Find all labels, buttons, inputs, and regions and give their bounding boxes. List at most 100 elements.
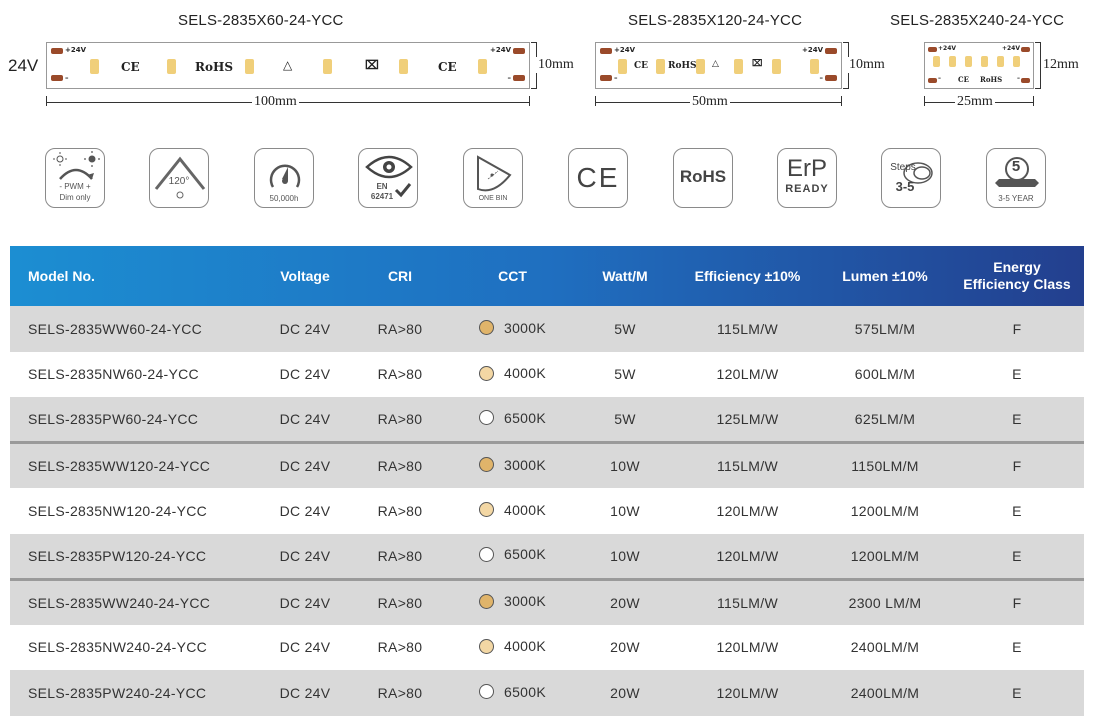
cell-voltage: DC 24V <box>279 320 331 337</box>
lifetime-label: 50,000h <box>269 194 299 203</box>
led-strip-120: +24V – +24V – CE RoHS △ ⌧ <box>595 42 842 89</box>
table-row: SELS-2835PW120-24-YCC DC 24V RA>80 6500K 10W… <box>10 533 1084 581</box>
table-row: SELS-2835PW60-24-YCC DC 24V RA>80 6500K 5W 12… <box>10 397 1084 444</box>
cell-cct: 4000K <box>450 625 575 671</box>
width-dimension: 12mm <box>1041 57 1081 73</box>
rohs-label: RoHS <box>679 167 727 186</box>
positive-pad-label: +24V <box>1001 45 1020 52</box>
cct-value: 6500K <box>504 409 546 426</box>
cell-energy-class: E <box>950 533 1084 581</box>
beam-angle-icon: 120° <box>149 148 209 208</box>
cell-voltage: DC 24V <box>279 684 331 701</box>
cell-efficiency: 115LM/W <box>717 594 778 611</box>
cell-cri: RA>80 <box>377 502 423 519</box>
cell-voltage: DC 24V <box>279 594 331 611</box>
warranty-icon: 5 3-5 YEAR <box>986 148 1046 208</box>
cell-cri: RA>80 <box>350 397 450 444</box>
positive-pad <box>825 48 837 54</box>
cell-watt: 20W <box>610 639 640 656</box>
pwm-dimming-icon: - PWM + Dim only <box>45 148 105 208</box>
led-chip <box>618 59 627 74</box>
width-bracket <box>1035 42 1041 89</box>
positive-pad <box>51 48 63 54</box>
rohs-mark: RoHS <box>668 61 697 71</box>
cct-color-dot <box>479 365 494 381</box>
led-chip <box>810 59 819 74</box>
cell-energy-class: F <box>1012 320 1022 337</box>
cct-value: 4000K <box>504 365 546 381</box>
header-energy-line2: Efficiency Class <box>963 276 1071 292</box>
warranty-label: 3-5 YEAR <box>998 194 1034 203</box>
led-chip <box>399 59 408 74</box>
cell-efficiency: 120LM/W <box>716 639 779 656</box>
cell-model: SELS-2835PW60-24-YCC <box>10 397 260 444</box>
strip-title-120: SELS-2835X120-24-YCC <box>628 12 803 29</box>
standard-number-label: 62471 <box>370 192 394 201</box>
header-model: Model No. <box>28 267 95 284</box>
positive-pad <box>513 48 525 54</box>
led-chip <box>696 59 705 74</box>
warranty-number: 5 <box>1011 158 1021 175</box>
negative-pad <box>1021 78 1030 83</box>
weee-bin-icon: ⌧ <box>365 58 379 72</box>
ce-label: CE <box>576 162 620 193</box>
weee-bin-icon: ⌧ <box>752 59 763 69</box>
cell-watt: 20W <box>610 594 640 611</box>
cell-cct: 6500K <box>450 533 575 581</box>
dimension-tick <box>924 96 925 106</box>
cell-efficiency: 120LM/W <box>716 502 779 519</box>
led-strip-240: +24V – +24V – CE RoHS <box>924 42 1034 89</box>
positive-pad <box>928 47 937 52</box>
width-dimension: 10mm <box>847 57 887 73</box>
strip-title-240: SELS-2835X240-24-YCC <box>890 12 1065 29</box>
led-chip <box>478 59 487 74</box>
cell-cct: 6500K <box>450 397 575 444</box>
cell-efficiency: 120LM/W <box>716 366 779 383</box>
header-energy-line1: Energy <box>993 259 1041 275</box>
negative-pad <box>600 75 612 81</box>
length-dimension: 25mm <box>955 94 995 110</box>
cell-watt: 5W <box>614 320 636 337</box>
dimension-tick <box>841 96 842 106</box>
rohs-mark: RoHS <box>195 60 233 74</box>
led-chip <box>167 59 176 74</box>
cell-cri: RA>80 <box>377 458 423 474</box>
cell-efficiency: 125LM/W <box>675 397 820 444</box>
cell-voltage: DC 24V <box>279 502 331 519</box>
ce-mark: CE <box>121 60 140 74</box>
cell-cri: RA>80 <box>350 533 450 581</box>
header-cct: CCT <box>498 267 527 284</box>
cell-model: SELS-2835NW60-24-YCC <box>28 366 199 383</box>
cell-efficiency: 115LM/W <box>717 320 778 337</box>
cct-value: 3000K <box>504 456 546 473</box>
cell-energy-class: E <box>1012 502 1022 519</box>
cell-energy-class: E <box>950 397 1084 444</box>
cell-model: SELS-2835PW240-24-YCC <box>28 684 207 701</box>
header-cri: CRI <box>387 267 413 284</box>
cell-lumen: 1200LM/M <box>820 533 950 581</box>
positive-pad-label: +24V <box>801 46 823 54</box>
en-label: EN <box>376 182 388 191</box>
negative-pad <box>825 75 837 81</box>
spec-table: Model No. Voltage CRI CCT Watt/M Efficie… <box>10 246 1084 716</box>
cell-watt: 10W <box>575 533 675 581</box>
led-chip <box>981 56 988 67</box>
cell-watt: 5W <box>614 366 636 383</box>
cell-lumen: 1150LM/M <box>851 458 919 474</box>
dimension-tick <box>1033 96 1034 106</box>
cct-color-dot <box>479 684 494 699</box>
cell-lumen: 1200LM/M <box>850 502 920 519</box>
cell-model: SELS-2835NW120-24-YCC <box>28 502 208 519</box>
one-bin-label: ONE BIN <box>478 195 508 202</box>
rohs-mark: RoHS <box>980 75 1003 84</box>
strip-title-60: SELS-2835X60-24-YCC <box>178 12 344 29</box>
led-chip <box>656 59 665 74</box>
ready-label: READY <box>785 183 829 195</box>
plus-label: + <box>86 182 91 191</box>
dimension-tick <box>46 96 47 106</box>
led-chip <box>772 59 781 74</box>
header-lumen: Lumen ±10% <box>842 267 928 284</box>
ce-mark: CE <box>438 60 457 74</box>
cell-cct: 3000K <box>450 579 575 625</box>
cell-cct: 6500K <box>450 670 575 716</box>
